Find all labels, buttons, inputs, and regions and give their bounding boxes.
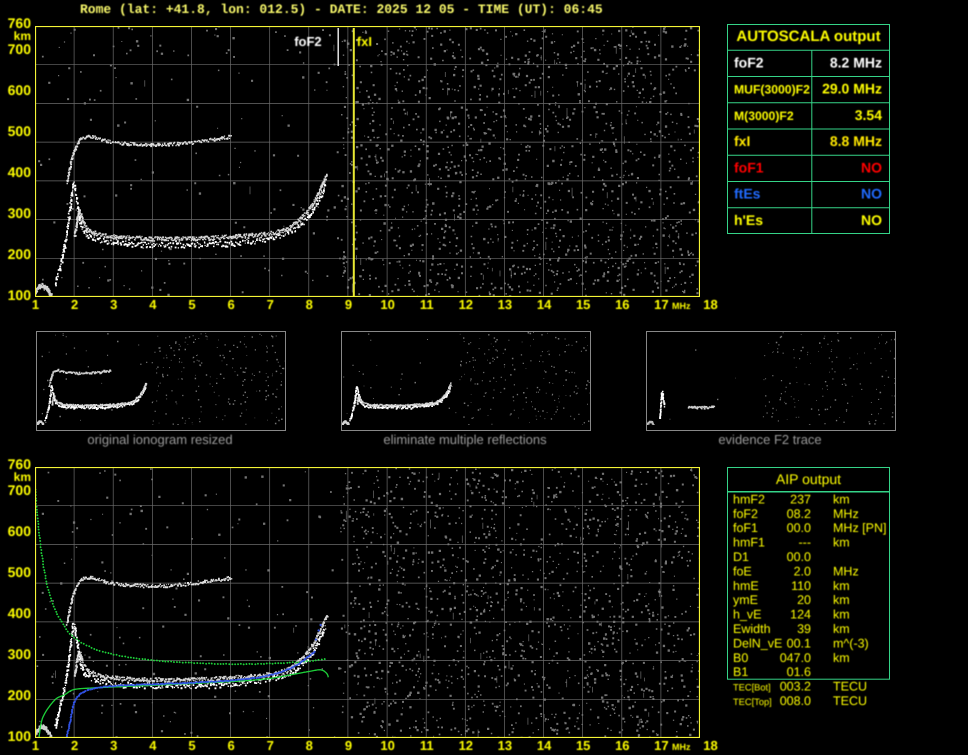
svg-text:10: 10 [380,738,394,753]
svg-text:8: 8 [306,738,313,753]
svg-text:12: 12 [459,297,473,312]
svg-text:8: 8 [306,297,313,312]
svg-text:9: 9 [345,297,352,312]
svg-text:200: 200 [8,687,32,703]
svg-text:3: 3 [110,738,117,753]
svg-text:1: 1 [32,297,39,312]
svg-text:14: 14 [537,738,552,753]
svg-text:600: 600 [8,523,32,539]
svg-text:MHz: MHz [672,301,691,311]
svg-text:4: 4 [149,738,157,753]
svg-text:18: 18 [703,738,717,753]
svg-text:14: 14 [537,297,552,312]
svg-text:700: 700 [8,482,32,498]
svg-text:400: 400 [8,605,32,621]
svg-text:100: 100 [8,728,32,744]
svg-text:5: 5 [188,297,195,312]
svg-text:18: 18 [703,297,717,312]
svg-text:700: 700 [8,41,32,57]
svg-text:km: km [14,29,31,43]
svg-text:17: 17 [654,738,668,753]
svg-text:500: 500 [8,564,32,580]
svg-text:13: 13 [498,297,512,312]
svg-text:7: 7 [267,297,274,312]
svg-text:7: 7 [267,738,274,753]
svg-text:evidence F2 trace: evidence F2 trace [718,432,821,447]
svg-text:1: 1 [32,738,39,753]
svg-text:9: 9 [345,738,352,753]
svg-text:11: 11 [420,297,434,312]
svg-text:400: 400 [8,164,32,180]
svg-text:500: 500 [8,123,32,139]
svg-text:300: 300 [8,646,32,662]
svg-text:16: 16 [615,297,629,312]
svg-text:2: 2 [71,297,78,312]
svg-text:eliminate multiple reflections: eliminate multiple reflections [383,432,547,447]
svg-text:6: 6 [227,738,234,753]
svg-text:10: 10 [380,297,394,312]
svg-text:4: 4 [149,297,157,312]
svg-text:15: 15 [576,297,590,312]
svg-text:original ionogram resized: original ionogram resized [87,432,232,447]
svg-text:6: 6 [227,297,234,312]
svg-text:16: 16 [615,738,629,753]
svg-text:100: 100 [8,287,32,303]
svg-text:15: 15 [576,738,590,753]
svg-text:5: 5 [188,738,195,753]
svg-text:Rome (lat: +41.8, lon: 012.5): Rome (lat: +41.8, lon: 012.5) - DATE: 20… [80,2,603,17]
svg-text:13: 13 [498,738,512,753]
svg-text:17: 17 [654,297,668,312]
svg-text:200: 200 [8,246,32,262]
svg-text:km: km [14,470,31,484]
svg-text:MHz: MHz [672,742,691,752]
svg-text:2: 2 [71,738,78,753]
svg-text:12: 12 [459,738,473,753]
svg-text:3: 3 [110,297,117,312]
svg-text:300: 300 [8,205,32,221]
svg-text:600: 600 [8,82,32,98]
svg-text:11: 11 [420,738,434,753]
